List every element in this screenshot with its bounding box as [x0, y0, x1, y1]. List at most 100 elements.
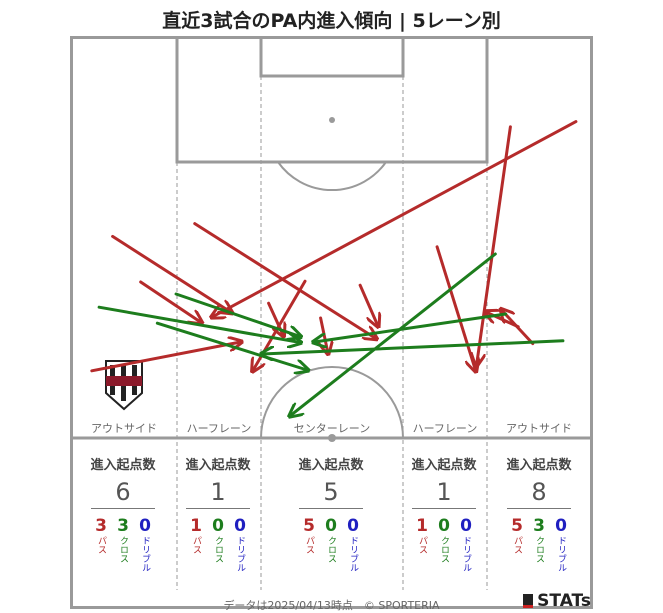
- emblem-band: [106, 376, 142, 386]
- lane-header: 進入起点数: [506, 458, 572, 473]
- center-spot: [328, 434, 336, 442]
- cross-count-label: クロス: [534, 536, 544, 563]
- pass-arrow: [477, 125, 512, 365]
- dribble-count-label: ドリブル: [556, 536, 566, 572]
- lane-total: 1: [210, 478, 226, 506]
- pass-count: 1 パス: [187, 516, 205, 572]
- lane-column: 進入起点数 5 5 パス 0 クロス 0 ドリブル: [295, 442, 367, 592]
- brand-logo: STATs: [523, 591, 591, 611]
- footer-note: データは2025/04/13時点 © SPORTERIA: [223, 599, 440, 612]
- lane-divider: [186, 508, 250, 509]
- pass-count-value: 5: [303, 516, 315, 536]
- dribble-count: 0 ドリブル: [231, 516, 249, 572]
- dribble-count-label: ドリブル: [140, 536, 150, 572]
- lane-labels: アウトサイド ハーフレーン センターレーン ハーフレーン アウトサイド: [91, 422, 572, 435]
- pass-arrow: [358, 283, 378, 325]
- lane-divider: [299, 508, 363, 509]
- lane-column: 進入起点数 8 5 パス 3 クロス 0 ドリブル: [503, 442, 575, 592]
- lane-header: 進入起点数: [90, 458, 156, 473]
- lane-header: 進入起点数: [185, 458, 251, 473]
- pass-arrow: [139, 280, 201, 322]
- pass-count-value: 3: [95, 516, 107, 536]
- dribble-count-value: 0: [460, 516, 472, 536]
- cross-arrow: [290, 252, 497, 416]
- lane-label-outside-left: アウトサイド: [91, 422, 157, 435]
- entry-arrows: [90, 120, 578, 416]
- dribble-count: 0 ドリブル: [457, 516, 475, 572]
- penalty-spot: [329, 117, 335, 123]
- cross-count-label: クロス: [326, 536, 336, 563]
- pass-arrow: [90, 342, 241, 373]
- dribble-count: 0 ドリブル: [552, 516, 570, 572]
- cross-arrow: [262, 339, 565, 354]
- penalty-arc: [277, 161, 387, 191]
- pass-count: 5 パス: [508, 516, 526, 572]
- dribble-count-label: ドリブル: [235, 536, 245, 572]
- pass-count-label: パス: [417, 536, 427, 554]
- dribble-count: 0 ドリブル: [344, 516, 362, 572]
- lane-type-counts: 1 パス 0 クロス 0 ドリブル: [408, 516, 480, 572]
- lane-label-outside-right: アウトサイド: [506, 422, 572, 435]
- cross-count: 3 クロス: [530, 516, 548, 572]
- pass-count: 5 パス: [300, 516, 318, 572]
- dribble-count-value: 0: [555, 516, 567, 536]
- pass-arrow: [111, 234, 232, 312]
- lane-header: 進入起点数: [411, 458, 477, 473]
- lane-total: 5: [323, 478, 339, 506]
- lane-type-counts: 1 パス 0 クロス 0 ドリブル: [182, 516, 254, 572]
- lane-type-counts: 5 パス 0 クロス 0 ドリブル: [295, 516, 367, 572]
- pass-count-label: パス: [304, 536, 314, 554]
- brand-mark-icon: [523, 594, 534, 608]
- pass-count-label: パス: [96, 536, 106, 554]
- lane-column: 進入起点数 1 1 パス 0 クロス 0 ドリブル: [182, 442, 254, 592]
- pass-arrow: [193, 222, 376, 339]
- dribble-count-label: ドリブル: [348, 536, 358, 572]
- cross-arrow: [314, 312, 508, 342]
- lane-total: 8: [531, 478, 547, 506]
- lane-divider: [412, 508, 476, 509]
- cross-count: 0 クロス: [435, 516, 453, 572]
- chart-title: 直近3試合のPA内進入傾向 | 5レーン別: [162, 10, 501, 32]
- dribble-count-value: 0: [139, 516, 151, 536]
- lane-divider: [91, 508, 155, 509]
- penalty-area: [175, 38, 489, 164]
- cross-arrow: [97, 305, 300, 342]
- lane-header: 進入起点数: [298, 458, 364, 473]
- pitch-outline: [70, 36, 593, 609]
- pitch-markings: [70, 36, 593, 609]
- lane-total: 6: [115, 478, 131, 506]
- lane-column: 進入起点数 6 3 パス 3 クロス 0 ドリブル: [87, 442, 159, 592]
- lane-label-half-right: ハーフレーン: [413, 422, 478, 435]
- goal-area: [259, 38, 405, 78]
- dribble-count-value: 0: [234, 516, 246, 536]
- center-circle: [260, 366, 404, 439]
- dribble-count-label: ドリブル: [461, 536, 471, 572]
- lane-divider: [507, 508, 571, 509]
- cross-count-label: クロス: [439, 536, 449, 563]
- cross-count-value: 3: [533, 516, 545, 536]
- pass-arrow: [321, 316, 328, 353]
- cross-count: 0 クロス: [322, 516, 340, 572]
- club-emblem: [105, 360, 143, 411]
- lane-breakdown: 進入起点数 6 3 パス 3 クロス 0 ドリブル 進入起点数 1 1 パス 0 クロス 0 ドリブル 進入起点…: [70, 442, 591, 592]
- pass-arrow: [212, 120, 578, 317]
- lane-label-half-left: ハーフレーン: [187, 422, 252, 435]
- cross-count-label: クロス: [213, 536, 223, 563]
- lane-type-counts: 3 パス 3 クロス 0 ドリブル: [87, 516, 159, 572]
- pass-count: 3 パス: [92, 516, 110, 572]
- lane-type-counts: 5 パス 3 クロス 0 ドリブル: [503, 516, 575, 572]
- cross-arrow: [174, 292, 300, 336]
- pass-count-label: パス: [512, 536, 522, 554]
- lane-label-center: センターレーン: [294, 422, 370, 435]
- pass-count-label: パス: [191, 536, 201, 554]
- cross-count-value: 3: [117, 516, 129, 536]
- dribble-count-value: 0: [347, 516, 359, 536]
- pass-count-value: 1: [416, 516, 428, 536]
- cross-count-value: 0: [325, 516, 337, 536]
- dribble-count: 0 ドリブル: [136, 516, 154, 572]
- pass-count-value: 1: [190, 516, 202, 536]
- cross-count-value: 0: [438, 516, 450, 536]
- brand-name: STATs: [537, 591, 591, 611]
- pass-arrow: [435, 245, 475, 371]
